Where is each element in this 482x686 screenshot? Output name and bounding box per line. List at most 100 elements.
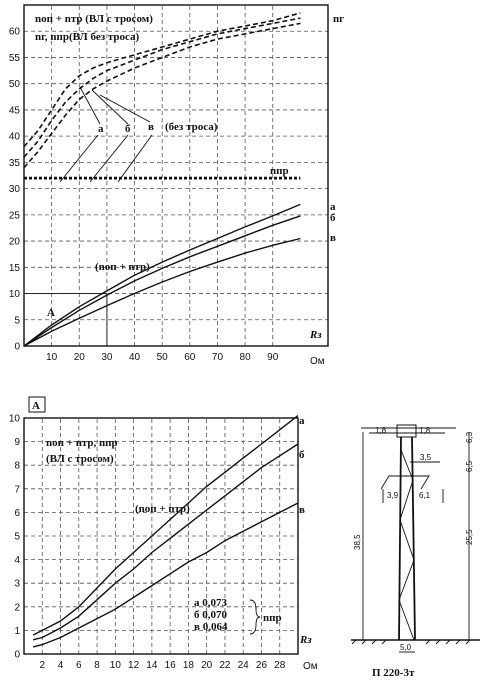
top-y-tick-label: 35	[9, 158, 21, 169]
leader-a-top	[79, 86, 101, 125]
bottom-series-line	[32, 415, 299, 636]
curve-b-end-bottom: б	[299, 449, 305, 461]
dim-6-5: 6,5	[465, 460, 474, 472]
bottom-x-tick-label: 8	[94, 660, 100, 671]
top-series-line	[23, 12, 301, 148]
bottom-x-tick-label: 10	[110, 660, 122, 671]
curve-a-end-bottom: а	[299, 415, 305, 427]
tower-insulators	[382, 489, 444, 503]
npr-label: nпр	[270, 165, 289, 177]
bottom-x-tick-label: 22	[219, 660, 231, 671]
curve-v-end-top: в	[330, 232, 336, 244]
curve-a-label-top: а	[98, 123, 104, 135]
bottom-plot-frame	[23, 417, 299, 655]
dim-1-8-left: 1,8	[375, 426, 387, 435]
dim-6-3: 6,3	[465, 431, 474, 443]
curve-v-end-bottom: в	[299, 504, 305, 516]
bottom-y-tick-label: 5	[14, 532, 20, 543]
top-x-tick-label: 70	[212, 352, 224, 363]
bottom-legend-line-2: (ВЛ с тросом)	[46, 453, 114, 465]
x-unit-top: Ом	[310, 356, 325, 367]
top-y-tick-label: 30	[9, 184, 21, 195]
top-grid	[23, 4, 329, 347]
top-ticks: 10 20 30 40 50 60 70 80 90 5 10 15 20 25 30 35 40 45 50 55 6…	[9, 27, 279, 363]
dim-6-1: 6,1	[419, 491, 431, 500]
bottom-y-tick-label: 2	[14, 602, 20, 613]
bottom-x-tick-label: 2	[39, 660, 45, 671]
curve-a-end-top: а	[330, 201, 336, 213]
top-series-line	[23, 203, 301, 347]
inset-label: А	[32, 400, 40, 412]
no-cable-label: (без троса)	[165, 121, 218, 133]
bottom-y-tick-label: 7	[14, 484, 20, 495]
bottom-y-tick-label: 1	[14, 626, 20, 637]
legend-line-2: nг, nпр(ВЛ без троса)	[35, 31, 140, 43]
legend-line-1: nоп + nтр (ВЛ с тросом)	[35, 13, 153, 25]
dim-1-8-right: 1,8	[419, 426, 431, 435]
bottom-x-tick-label: 14	[146, 660, 158, 671]
top-y-tick-label: 20	[9, 237, 21, 248]
ground-hatch	[351, 639, 471, 645]
top-plot-frame	[23, 4, 329, 347]
top-x-tick-label: 60	[184, 352, 196, 363]
top-y-tick-label: 5	[14, 315, 20, 326]
curve-b-end-top: б	[330, 212, 336, 224]
curve-v-label-top: в	[148, 121, 154, 133]
sum-label-top: (nоп + nтр)	[95, 261, 150, 273]
top-x-tick-label: 90	[267, 352, 279, 363]
bottom-x-tick-label: 4	[58, 660, 64, 671]
top-series-line	[23, 215, 301, 347]
leader-b-npr	[89, 134, 129, 183]
bottom-x-tick-label: 6	[76, 660, 82, 671]
curve-b-label-top: б	[125, 123, 131, 135]
bottom-grid	[23, 417, 299, 655]
top-x-tick-label: 50	[157, 352, 169, 363]
tower-lattice	[398, 449, 415, 641]
tower-diagram: 1,8 1,8 3,5 3,9 6,1 6,3 6,5 38,5 25,5 5,…	[351, 424, 480, 679]
bottom-x-tick-label: 18	[183, 660, 195, 671]
top-y-tick-label: 50	[9, 79, 21, 90]
leader-b-top	[91, 89, 129, 125]
bottom-x-tick-label: 24	[238, 660, 250, 671]
top-series-line	[23, 17, 301, 158]
leader-v-npr	[117, 134, 153, 183]
top-y-tick-label: 0	[14, 342, 20, 353]
top-annotations: nоп + nтр (ВЛ с тросом) nг, nпр(ВЛ без т…	[35, 13, 344, 367]
top-y-tick-label: 40	[9, 132, 21, 143]
bottom-x-tick-label: 16	[165, 660, 177, 671]
bottom-x-tick-label: 20	[201, 660, 213, 671]
dim-38-5: 38,5	[353, 534, 362, 550]
bottom-curves	[32, 415, 299, 648]
ng-label: nг	[333, 13, 344, 25]
top-y-tick-label: 10	[9, 289, 21, 300]
point-a-label: A	[47, 307, 55, 319]
sum-label-bottom: (nоп + nтр)	[135, 503, 190, 515]
bottom-y-tick-label: 3	[14, 579, 20, 590]
npr-value-v: в 0,064	[194, 621, 228, 633]
npr-brace	[249, 599, 261, 635]
tower-head	[396, 424, 417, 438]
bottom-annotations: А nоп + nтр, nпр (ВЛ с тросом) (nоп + nт…	[28, 396, 318, 672]
x-axis-label-top: Rз	[309, 329, 322, 341]
top-x-tick-label: 80	[240, 352, 252, 363]
leader-a-npr	[59, 134, 99, 183]
tower-caption: П 220-3т	[372, 667, 415, 679]
dim-3-9: 3,9	[387, 491, 399, 500]
bottom-x-tick-label: 28	[274, 660, 286, 671]
top-curves	[23, 12, 301, 347]
top-x-tick-label: 40	[129, 352, 141, 363]
top-x-tick-label: 20	[74, 352, 86, 363]
x-unit-bottom: Ом	[303, 661, 318, 672]
npr-value-b: б 0,070	[194, 609, 228, 621]
top-y-tick-label: 25	[9, 210, 21, 221]
bottom-legend-line-1: nоп + nтр, nпр	[46, 437, 118, 449]
tower-legs	[398, 436, 416, 641]
bottom-y-tick-label: 10	[9, 414, 21, 425]
top-y-tick-label: 45	[9, 105, 21, 116]
top-x-tick-label: 10	[46, 352, 58, 363]
dim-5-0: 5,0	[400, 643, 412, 652]
bottom-series-line	[32, 502, 299, 648]
top-series-line	[23, 22, 301, 169]
